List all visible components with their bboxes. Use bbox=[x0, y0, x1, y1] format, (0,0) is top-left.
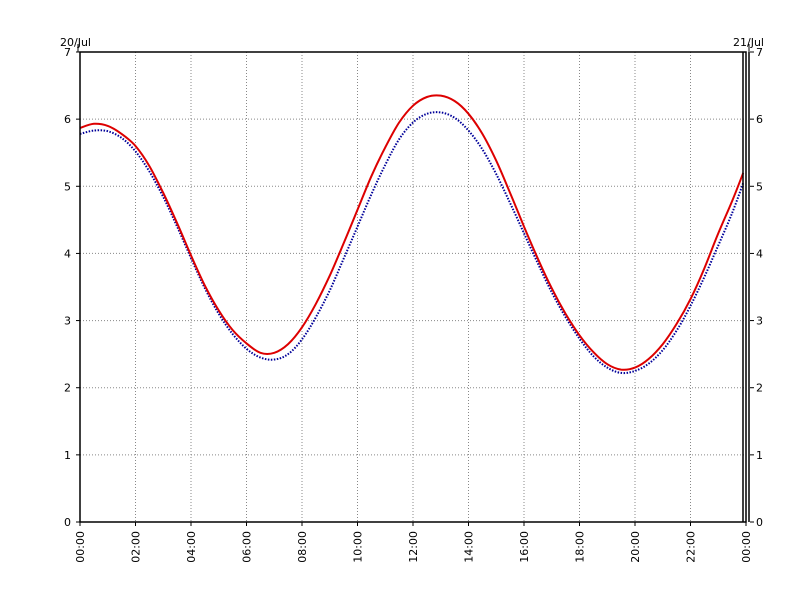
y-tick-label-right: 5 bbox=[756, 180, 763, 193]
x-tick-label: 20:00 bbox=[629, 531, 642, 563]
date-label-left: 20/Jul bbox=[60, 36, 91, 49]
x-tick-label: 22:00 bbox=[685, 531, 698, 563]
y-tick-label-right: 1 bbox=[756, 449, 763, 462]
x-tick-label: 16:00 bbox=[518, 531, 531, 563]
y-tick-label-right: 2 bbox=[756, 382, 763, 395]
y-tick-label-right: 6 bbox=[756, 113, 763, 126]
y-tick-label-right: 0 bbox=[756, 516, 763, 529]
x-tick-label: 04:00 bbox=[185, 531, 198, 563]
axis-labels: 0 0 1 1 2 2 3 3 4 4 5 5 6 6 7 7 00:00 02:00 04:00 06:00 08:0… bbox=[64, 46, 763, 563]
y-tick-label-left: 3 bbox=[64, 315, 71, 328]
y-tick-label-right: 3 bbox=[756, 315, 763, 328]
grid bbox=[80, 52, 746, 522]
plot-frame bbox=[76, 44, 754, 526]
x-tick-label: 06:00 bbox=[241, 531, 254, 563]
x-tick-label: 14:00 bbox=[463, 531, 476, 563]
y-tick-label-left: 6 bbox=[64, 113, 71, 126]
y-tick-label-left: 7 bbox=[64, 46, 71, 59]
x-tick-label: 18:00 bbox=[574, 531, 587, 563]
series-line-red-solid bbox=[79, 94, 745, 371]
series-group bbox=[79, 94, 745, 375]
y-tick-label-left: 2 bbox=[64, 382, 71, 395]
y-tick-label-right: 7 bbox=[756, 46, 763, 59]
y-tick-label-left: 0 bbox=[64, 516, 71, 529]
x-tick-label: 12:00 bbox=[407, 531, 420, 563]
plot-border bbox=[79, 51, 747, 523]
y-tick-label-left: 4 bbox=[64, 247, 71, 260]
x-tick-label: 02:00 bbox=[130, 531, 143, 563]
y-tick-label-left: 1 bbox=[64, 449, 71, 462]
x-tick-label: 00:00 bbox=[74, 531, 87, 563]
x-tick-label: 00:00 bbox=[740, 531, 753, 563]
date-label-right: 21/Jul bbox=[733, 36, 764, 49]
y-tick-label-right: 4 bbox=[756, 247, 763, 260]
y-tick-label-left: 5 bbox=[64, 180, 71, 193]
x-tick-label: 10:00 bbox=[352, 531, 365, 563]
x-tick-label: 08:00 bbox=[296, 531, 309, 563]
series-line-blue-dotted bbox=[79, 111, 745, 375]
